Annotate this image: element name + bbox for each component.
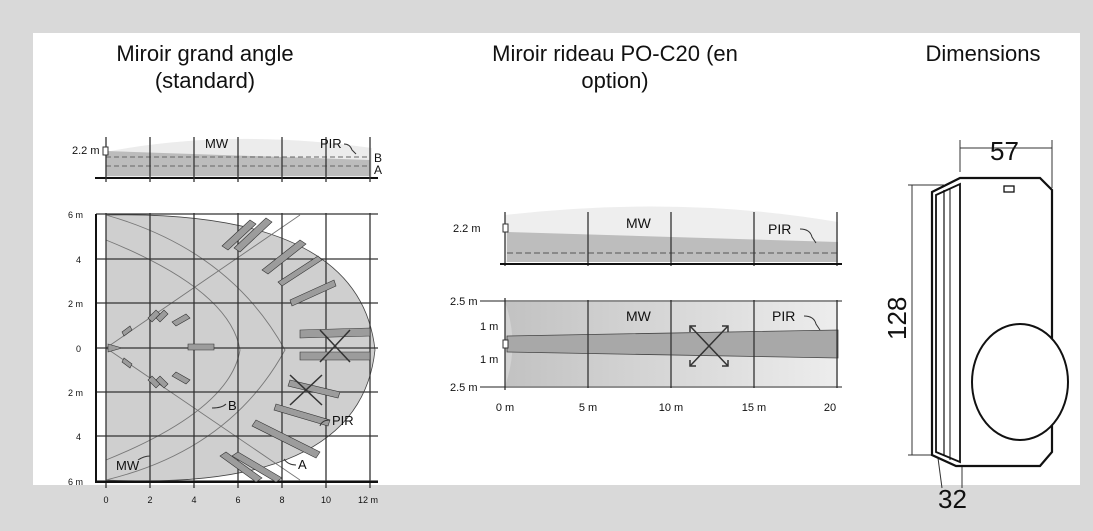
wide-x-label: 12 m [358,495,378,505]
wide-side-a-label: A [374,163,382,177]
wide-angle-title: Miroir grand angle (standard) [116,41,294,93]
curtain-x-label: 15 m [742,402,766,414]
wide-y-label: 0 [76,344,81,354]
wide-y-label: 6 m [68,477,83,487]
wide-x-label: 2 [147,495,152,505]
wide-y-label: 2 m [68,299,83,309]
curtain-y-label: 1 m [480,354,498,366]
wide-x-label: 10 [321,495,331,505]
wide-y-label: 4 [76,255,81,265]
dimension-height: 128 [882,297,912,340]
curtain-top-pir-label: PIR [772,308,795,324]
detector-housing [930,176,1069,468]
wide-side-pir-label: PIR [320,136,342,151]
wide-x-label: 8 [279,495,284,505]
wide-top-b-label: B [228,398,237,413]
curtain-x-label: 0 m [496,402,514,414]
dimension-width: 57 [990,136,1019,166]
wide-y-label: 6 m [68,210,83,220]
wide-top-a-label: A [298,457,307,472]
curtain-x-label: 20 [824,402,836,414]
wide-side-height-label: 2.2 m [72,145,100,157]
curtain-x-label: 10 m [659,402,683,414]
dimensions-title: Dimensions [925,41,1041,66]
curtain-top-mw-label: MW [626,308,652,324]
wide-x-labels: 0 2 4 6 8 10 12 m [103,495,378,505]
wide-x-label: 4 [191,495,196,505]
curtain-side-height-label: 2.2 m [453,223,481,235]
curtain-x-label: 5 m [579,402,597,414]
wide-x-label: 6 [235,495,240,505]
wide-y-label: 2 m [68,388,83,398]
curtain-y-label: 1 m [480,321,498,333]
curtain-y-labels: 2.5 m 1 m 1 m 2.5 m [450,296,498,394]
curtain-y-label: 2.5 m [450,296,478,308]
wide-y-labels: 6 m 4 2 m 0 2 m 4 6 m [68,210,83,487]
wide-top-pir-label: PIR [332,413,354,428]
wide-top-mw-label: MW [116,458,140,473]
curtain-side-pir-label: PIR [768,221,791,237]
wide-side-b-label: B [374,151,382,165]
curtain-title: Miroir rideau PO-C20 (en option) [492,41,738,93]
wide-y-label: 4 [76,432,81,442]
dimension-depth: 32 [938,484,967,514]
curtain-side-mw-label: MW [626,215,652,231]
wide-side-mw-label: MW [205,136,229,151]
wide-x-label: 0 [103,495,108,505]
curtain-y-label: 2.5 m [450,382,478,394]
curtain-x-labels: 0 m 5 m 10 m 15 m 20 [496,402,836,414]
